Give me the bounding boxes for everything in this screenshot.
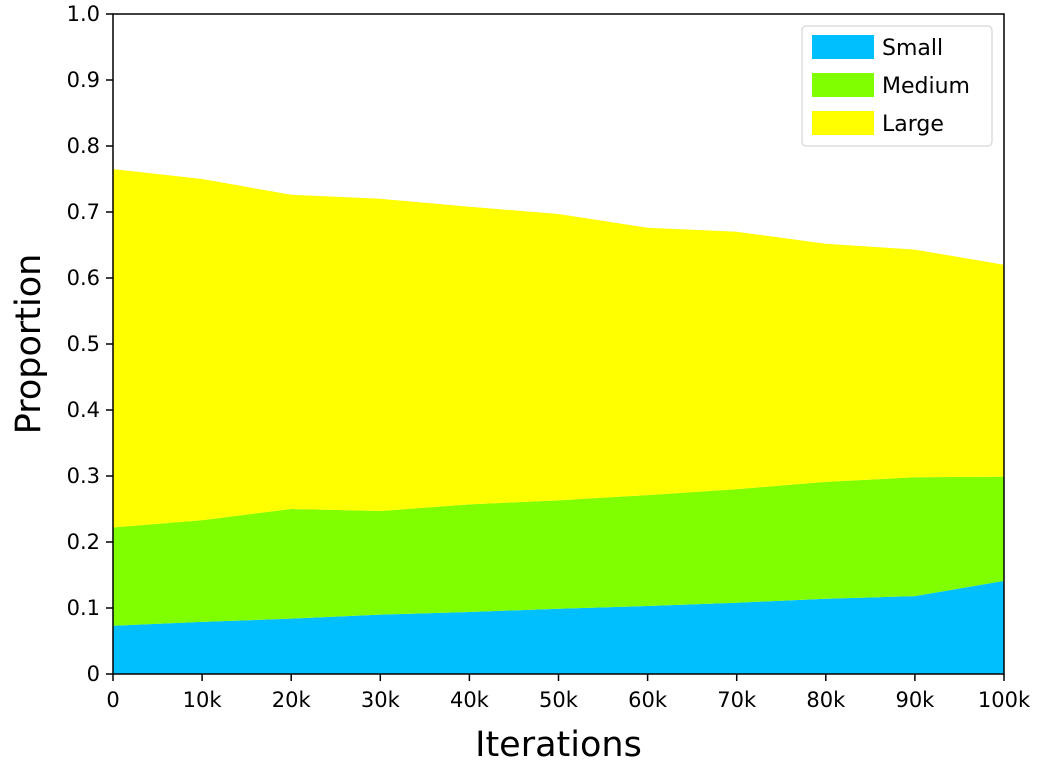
legend-swatch-small [812, 35, 874, 59]
legend-label-small: Small [882, 36, 943, 61]
y-tick-label: 0.5 [67, 332, 100, 356]
x-tick-label: 80k [806, 688, 846, 712]
y-tick-label: 0.6 [67, 266, 100, 290]
x-axis-label: Iterations [475, 725, 642, 765]
x-tick-label: 30k [361, 688, 401, 712]
area-series-group [113, 169, 1004, 674]
legend: Small Medium Large [801, 25, 993, 147]
x-tick-label: 20k [272, 688, 312, 712]
x-axis-ticks: 0 10k 20k 30k 40k 50k 60k 70k 80k 90k 100k [106, 674, 1031, 712]
y-tick-label: 0.9 [67, 68, 100, 92]
y-tick-label: 0.7 [67, 200, 100, 224]
x-tick-label: 100k [978, 688, 1031, 712]
y-tick-label: 0 [87, 662, 100, 686]
x-tick-label: 70k [717, 688, 757, 712]
y-tick-label: 0.8 [67, 134, 100, 158]
y-tick-label: 1.0 [67, 2, 100, 26]
legend-swatch-medium [812, 73, 874, 97]
legend-label-large: Large [882, 112, 944, 137]
x-tick-label: 90k [895, 688, 935, 712]
area-medium [113, 476, 1004, 626]
x-tick-label: 50k [539, 688, 579, 712]
x-tick-label: 10k [183, 688, 223, 712]
y-tick-label: 0.1 [67, 596, 100, 620]
area-large [113, 169, 1004, 528]
x-tick-label: 40k [450, 688, 490, 712]
y-axis-ticks: 0 0.1 0.2 0.3 0.4 0.5 0.6 0.7 0.8 0.9 1.0 [67, 2, 113, 686]
area-small [113, 580, 1004, 674]
legend-swatch-large [812, 111, 874, 135]
y-axis-label: Proportion [9, 254, 49, 435]
y-tick-label: 0.2 [67, 530, 100, 554]
y-tick-label: 0.3 [67, 464, 100, 488]
x-tick-label: 60k [628, 688, 668, 712]
y-tick-label: 0.4 [67, 398, 100, 422]
x-tick-label: 0 [106, 688, 119, 712]
legend-label-medium: Medium [882, 74, 970, 99]
